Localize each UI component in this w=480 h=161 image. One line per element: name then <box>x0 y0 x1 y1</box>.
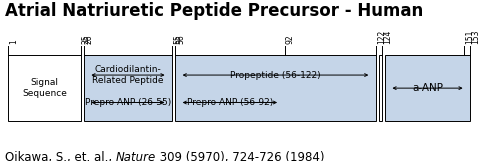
Text: 1: 1 <box>9 39 18 44</box>
Text: Prepro ANP (26-55): Prepro ANP (26-55) <box>84 98 171 107</box>
Text: Cardiodilantin-
Related Peptide: Cardiodilantin- Related Peptide <box>92 65 163 85</box>
Bar <box>175 55 375 121</box>
Bar <box>384 55 469 121</box>
Text: Oikawa, S., et. al.,: Oikawa, S., et. al., <box>5 151 116 161</box>
Text: 309 (5970), 724-726 (1984): 309 (5970), 724-726 (1984) <box>156 151 324 161</box>
Text: 92: 92 <box>285 35 294 44</box>
Text: 26: 26 <box>84 35 94 44</box>
Bar <box>378 55 381 121</box>
Text: 56: 56 <box>176 34 185 44</box>
Text: 124: 124 <box>382 30 391 44</box>
Text: 25: 25 <box>82 35 91 44</box>
Bar <box>84 55 172 121</box>
Text: 151: 151 <box>464 30 473 44</box>
Text: Signal
Sequence: Signal Sequence <box>22 78 67 98</box>
Text: Propeptide (56-122): Propeptide (56-122) <box>230 71 320 80</box>
Text: Atrial Natriuretic Peptide Precursor - Human: Atrial Natriuretic Peptide Precursor - H… <box>5 2 422 20</box>
Text: 122: 122 <box>376 30 385 44</box>
Text: Prepro ANP (56-92): Prepro ANP (56-92) <box>186 98 273 107</box>
Text: 55: 55 <box>173 34 181 44</box>
Bar <box>8 55 81 121</box>
Text: 153: 153 <box>470 30 479 44</box>
Text: Nature: Nature <box>116 151 156 161</box>
Text: a-ANP: a-ANP <box>411 83 442 93</box>
